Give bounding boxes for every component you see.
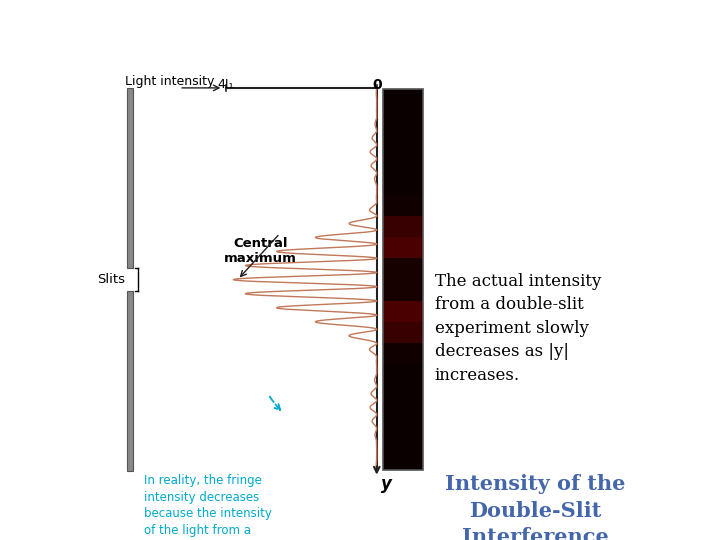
Text: Intensity of the
Double-Slit
Interference
Pattern: Intensity of the Double-Slit Interferenc… (446, 475, 626, 540)
Text: y: y (381, 475, 392, 493)
Bar (383, 173, 423, 195)
Bar (383, 110, 423, 132)
Bar (383, 90, 423, 470)
Text: 4I₁: 4I₁ (217, 78, 234, 91)
Bar (383, 237, 423, 259)
Bar (383, 152, 423, 174)
Bar (383, 406, 423, 428)
Text: 0: 0 (372, 78, 382, 92)
Bar (383, 131, 423, 153)
Bar (383, 300, 423, 322)
Bar (127, 88, 133, 268)
Text: Central
maximum: Central maximum (224, 237, 297, 265)
Bar (383, 448, 423, 470)
Bar (383, 89, 423, 111)
Bar (127, 291, 133, 471)
Text: The actual intensity
from a double-slit
experiment slowly
decreases as |y|
incre: The actual intensity from a double-slit … (435, 273, 601, 384)
Bar (383, 427, 423, 449)
Bar (383, 363, 423, 386)
Bar (383, 258, 423, 280)
Bar (383, 279, 423, 301)
Bar (383, 384, 423, 407)
Text: In reality, the fringe
intensity decreases
because the intensity
of the light fr: In reality, the fringe intensity decreas… (144, 475, 272, 540)
Text: Light intensity: Light intensity (125, 75, 214, 88)
Bar (383, 194, 423, 216)
Text: Slits: Slits (97, 273, 125, 286)
Bar (383, 321, 423, 343)
Bar (383, 215, 423, 238)
Bar (383, 342, 423, 364)
